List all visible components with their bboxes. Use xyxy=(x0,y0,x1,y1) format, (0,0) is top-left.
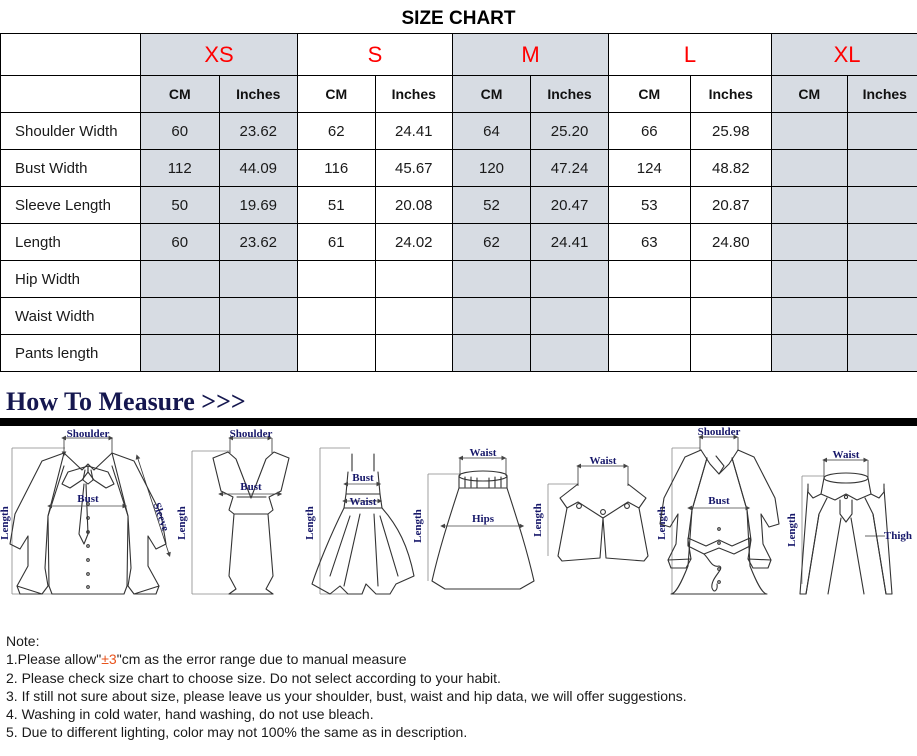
svg-text:Waist: Waist xyxy=(833,449,860,461)
svg-text:Sleeve: Sleeve xyxy=(150,501,171,533)
svg-text:Length: Length xyxy=(176,506,188,540)
svg-text:Shoulder: Shoulder xyxy=(698,426,741,438)
svg-text:Bust: Bust xyxy=(352,472,374,484)
svg-text:Shoulder: Shoulder xyxy=(67,428,110,440)
svg-text:Waist: Waist xyxy=(590,455,617,467)
svg-text:Length: Length xyxy=(786,513,798,547)
svg-text:Bust: Bust xyxy=(240,481,262,493)
svg-text:Bust: Bust xyxy=(77,493,99,505)
svg-text:Length: Length xyxy=(412,509,424,543)
svg-text:Length: Length xyxy=(304,506,316,540)
svg-text:Hips: Hips xyxy=(472,513,495,525)
svg-text:Waist: Waist xyxy=(350,496,377,508)
svg-text:Bust: Bust xyxy=(708,495,730,507)
svg-text:Thigh: Thigh xyxy=(884,530,912,542)
svg-text:Length: Length xyxy=(0,506,11,540)
svg-text:Waist: Waist xyxy=(470,447,497,459)
svg-text:Length: Length xyxy=(532,503,544,537)
svg-text:Shoulder: Shoulder xyxy=(230,428,273,440)
